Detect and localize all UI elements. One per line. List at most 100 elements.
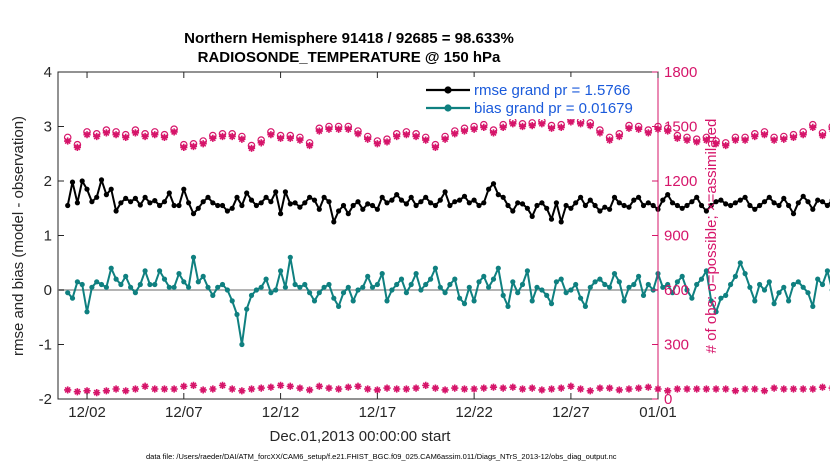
data-point [186, 284, 192, 290]
x-tick-label: 01/01 [639, 404, 677, 421]
data-point [408, 194, 414, 200]
data-point [810, 303, 816, 309]
obs-assimilated-marker [218, 381, 227, 389]
data-point [389, 197, 395, 203]
data-point [176, 202, 182, 209]
data-point [689, 295, 695, 301]
data-point [369, 284, 376, 290]
obs-possible-marker [683, 133, 691, 142]
obs-possible-marker [499, 120, 508, 129]
data-point [253, 287, 259, 293]
y-axis-label-right: # of obs: o=possible; ×=assimilated [703, 119, 720, 354]
data-point [447, 281, 453, 288]
data-point [113, 208, 119, 214]
data-point [302, 281, 308, 288]
obs-possible-marker [818, 129, 827, 137]
data-point [732, 200, 739, 206]
data-point [723, 292, 729, 298]
data-point [611, 194, 618, 200]
data-point [568, 205, 574, 211]
data-point [394, 192, 400, 198]
data-point [369, 202, 376, 209]
data-point [626, 284, 632, 290]
data-point [292, 200, 298, 206]
data-point [65, 202, 71, 209]
obs-assimilated-marker [402, 385, 410, 393]
data-point [819, 199, 826, 205]
series-line [66, 178, 830, 223]
obs-assimilated-marker [644, 383, 652, 391]
data-point [616, 279, 622, 285]
data-point [69, 179, 76, 185]
data-point [229, 298, 235, 304]
data-point [515, 290, 521, 296]
data-point [800, 193, 806, 199]
data-point [147, 200, 153, 206]
data-point [524, 205, 531, 211]
obs-assimilated-marker [693, 385, 701, 393]
x-tick-label: 12/27 [552, 404, 590, 421]
obs-assimilated-marker [760, 387, 769, 395]
data-point [592, 202, 598, 209]
data-point [602, 281, 608, 288]
data-point [500, 194, 506, 200]
data-point [428, 200, 434, 206]
data-point [578, 295, 584, 301]
data-point [340, 202, 347, 209]
data-point [795, 279, 801, 285]
data-point [98, 281, 105, 288]
data-point [287, 254, 293, 260]
data-point [336, 208, 342, 214]
obs-possible-marker [228, 130, 237, 138]
obs-possible-marker [160, 130, 169, 139]
data-point [573, 281, 579, 288]
data-point [587, 284, 593, 290]
data-point [490, 276, 497, 282]
legend-bias-label: bias grand pr = 0.01679 [474, 100, 633, 117]
data-point [108, 265, 114, 271]
obs-assimilated-marker [122, 387, 130, 395]
obs-assimilated-marker [383, 384, 391, 392]
data-point [553, 200, 560, 206]
obs-possible-marker [789, 130, 798, 139]
obs-assimilated-marker [712, 385, 720, 393]
data-point [147, 281, 153, 288]
obs-assimilated-marker [209, 385, 217, 393]
obs-possible-marker [180, 140, 188, 149]
data-point [621, 298, 627, 304]
y-tick-label-left: 0 [44, 282, 52, 299]
obs-possible-marker [305, 139, 314, 147]
data-point [466, 200, 472, 206]
data-point [461, 301, 468, 307]
data-point [636, 273, 642, 279]
data-point [471, 197, 477, 203]
data-point [413, 202, 419, 209]
data-point [737, 197, 743, 203]
obs-possible-marker [73, 140, 82, 149]
obs-assimilated-marker [393, 385, 401, 393]
data-point [553, 279, 560, 285]
obs-possible-marker [325, 122, 333, 131]
obs-possible-marker [392, 130, 401, 138]
data-point [669, 200, 676, 206]
obs-assimilated-marker [751, 385, 759, 393]
data-point [84, 309, 90, 315]
data-point [263, 276, 269, 282]
obs-assimilated-marker [799, 385, 807, 393]
obs-possible-marker [102, 126, 111, 134]
data-point [679, 205, 685, 211]
data-point [447, 202, 453, 209]
data-point [403, 201, 409, 207]
data-point [408, 281, 414, 288]
data-point [534, 284, 540, 290]
data-point [461, 193, 468, 199]
data-point [273, 287, 279, 293]
data-point [457, 197, 463, 203]
data-point [360, 284, 366, 290]
data-point [442, 189, 448, 195]
data-point [568, 287, 574, 293]
data-point [239, 202, 245, 209]
x-tick-label: 12/02 [68, 404, 106, 421]
obs-possible-marker [450, 127, 459, 135]
